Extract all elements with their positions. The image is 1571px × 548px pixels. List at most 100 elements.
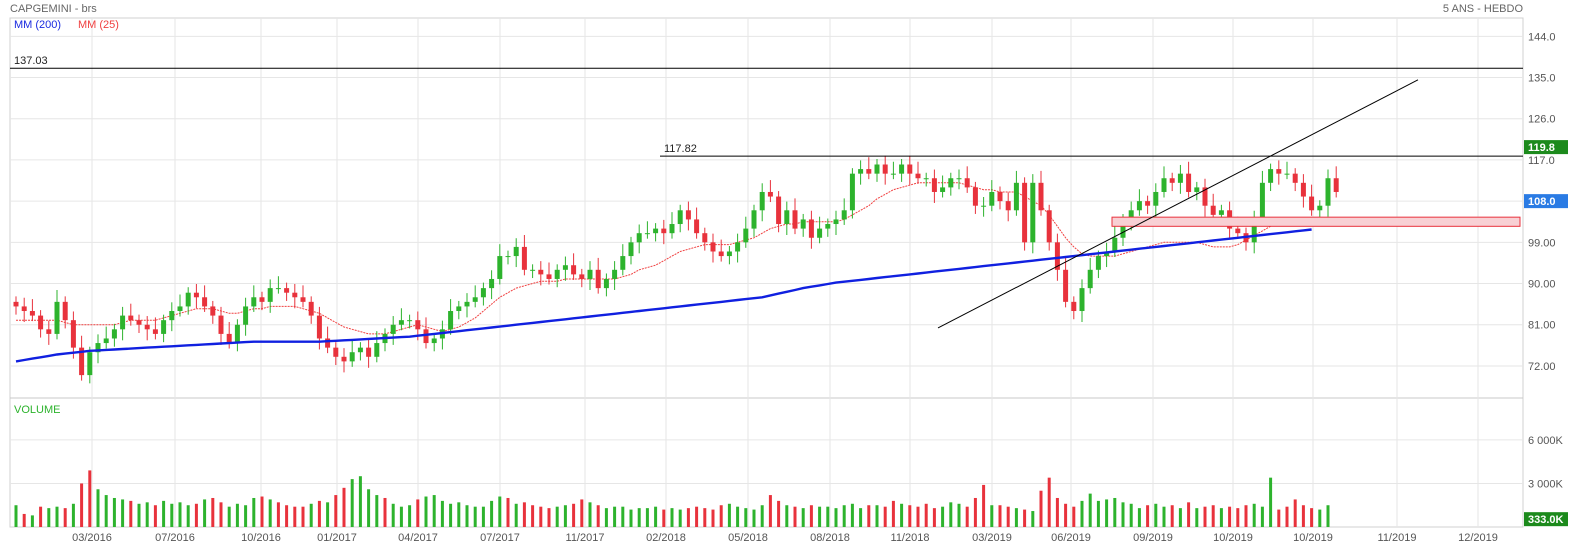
candle-body <box>128 315 134 321</box>
volume-bar <box>883 506 887 527</box>
candle-body <box>792 210 798 229</box>
volume-legend: VOLUME <box>14 404 60 416</box>
candle-body <box>1251 219 1257 243</box>
candle-body <box>1038 182 1044 211</box>
volume-bar <box>22 513 26 527</box>
level-tag-119: 119.8 <box>1528 142 1555 154</box>
candle-body <box>981 205 987 207</box>
candle-body <box>628 242 634 257</box>
candle-body <box>144 324 150 330</box>
volume-bar <box>695 506 699 527</box>
candle-body <box>185 292 191 307</box>
last-volume-tag: 333.0K <box>1528 514 1564 526</box>
candle-body <box>849 173 855 211</box>
candle-body <box>456 306 462 312</box>
candle-body <box>825 224 831 229</box>
volume-bar <box>1047 477 1051 527</box>
volume-bar <box>162 500 166 527</box>
volume-bar <box>719 505 723 527</box>
candle-body <box>1235 228 1241 234</box>
volume-bar <box>252 497 256 527</box>
candle-body <box>1153 191 1159 206</box>
candle-body <box>275 288 281 290</box>
candle-body <box>333 347 339 357</box>
x-tick-label: 08/2018 <box>810 532 850 544</box>
volume-bar <box>399 506 403 527</box>
candle-body <box>1292 173 1298 183</box>
candle-body <box>374 343 380 357</box>
volume-tick-label: 6 000K <box>1528 435 1564 447</box>
volume-bar <box>531 505 535 527</box>
ma200-line <box>15 228 1312 363</box>
volume-bar <box>588 502 592 527</box>
volume-bar <box>932 508 936 527</box>
volume-bar <box>973 497 977 527</box>
y-tick-label: 126.0 <box>1528 114 1556 126</box>
volume-bar <box>736 506 740 527</box>
volume-bar <box>1195 508 1199 527</box>
candle-body <box>1325 178 1331 206</box>
volume-bar <box>916 506 920 527</box>
volume-bar <box>1228 506 1232 527</box>
volume-bar <box>1006 506 1010 527</box>
candle-body <box>300 297 306 302</box>
volume-bar <box>604 508 608 527</box>
volume-bar <box>416 499 420 527</box>
x-tick-label: 03/2016 <box>72 532 112 544</box>
volume-bar <box>285 505 289 527</box>
support-zone <box>1111 216 1521 227</box>
volume-bar <box>1252 503 1256 527</box>
volume-bar <box>1146 505 1150 527</box>
candle-body <box>152 329 158 334</box>
volume-bar <box>1039 490 1043 527</box>
volume-bar <box>170 503 174 527</box>
level-137-label: 137.03 <box>14 55 48 67</box>
candle-body <box>669 224 675 234</box>
candle-body <box>218 315 224 334</box>
volume-bar <box>39 506 43 527</box>
volume-bar <box>637 508 641 527</box>
candle-body <box>546 274 552 279</box>
candle-body <box>1071 301 1077 312</box>
candle-body <box>612 269 618 279</box>
candle-body <box>54 301 60 334</box>
candle-body <box>858 169 864 174</box>
x-tick-label: 10/2016 <box>241 532 281 544</box>
candle-body <box>226 333 232 344</box>
volume-bar <box>949 502 953 527</box>
volume-bar <box>424 496 428 527</box>
candle-body <box>989 191 995 206</box>
candle-body <box>743 228 749 243</box>
volume-bar <box>744 508 748 527</box>
ma25-line <box>16 182 1304 335</box>
x-tick-label: 10/2019 <box>1213 532 1253 544</box>
volume-bar <box>801 508 805 527</box>
ma200-path <box>15 228 1312 363</box>
candle-body <box>1013 182 1019 211</box>
candle-body <box>767 191 773 197</box>
candle-body <box>735 242 741 252</box>
period-label[interactable]: 5 ANS - HEBDO <box>1443 3 1524 15</box>
volume-bar <box>293 506 297 527</box>
candle-body <box>817 228 823 238</box>
volume-bar <box>826 506 830 527</box>
volume-bar <box>211 497 215 527</box>
candle-body <box>571 265 577 275</box>
volume-bar <box>629 509 633 527</box>
y-tick-label: 99.00 <box>1528 237 1556 249</box>
candle-body <box>259 297 265 302</box>
volume-bar <box>580 499 584 527</box>
candle-body <box>448 311 454 330</box>
volume-bar <box>875 505 879 527</box>
ma25-legend[interactable]: MM (25) <box>78 19 119 31</box>
candle-body <box>13 301 19 307</box>
candle-body <box>177 306 183 312</box>
volume-bar <box>71 503 75 527</box>
volume-bar <box>112 497 116 527</box>
candle-body <box>161 320 167 334</box>
candle-body <box>1145 201 1151 206</box>
ma200-legend[interactable]: MM (200) <box>14 19 61 31</box>
candle-body <box>1120 219 1126 238</box>
candle-body <box>1276 169 1282 174</box>
volume-bar <box>153 505 157 527</box>
